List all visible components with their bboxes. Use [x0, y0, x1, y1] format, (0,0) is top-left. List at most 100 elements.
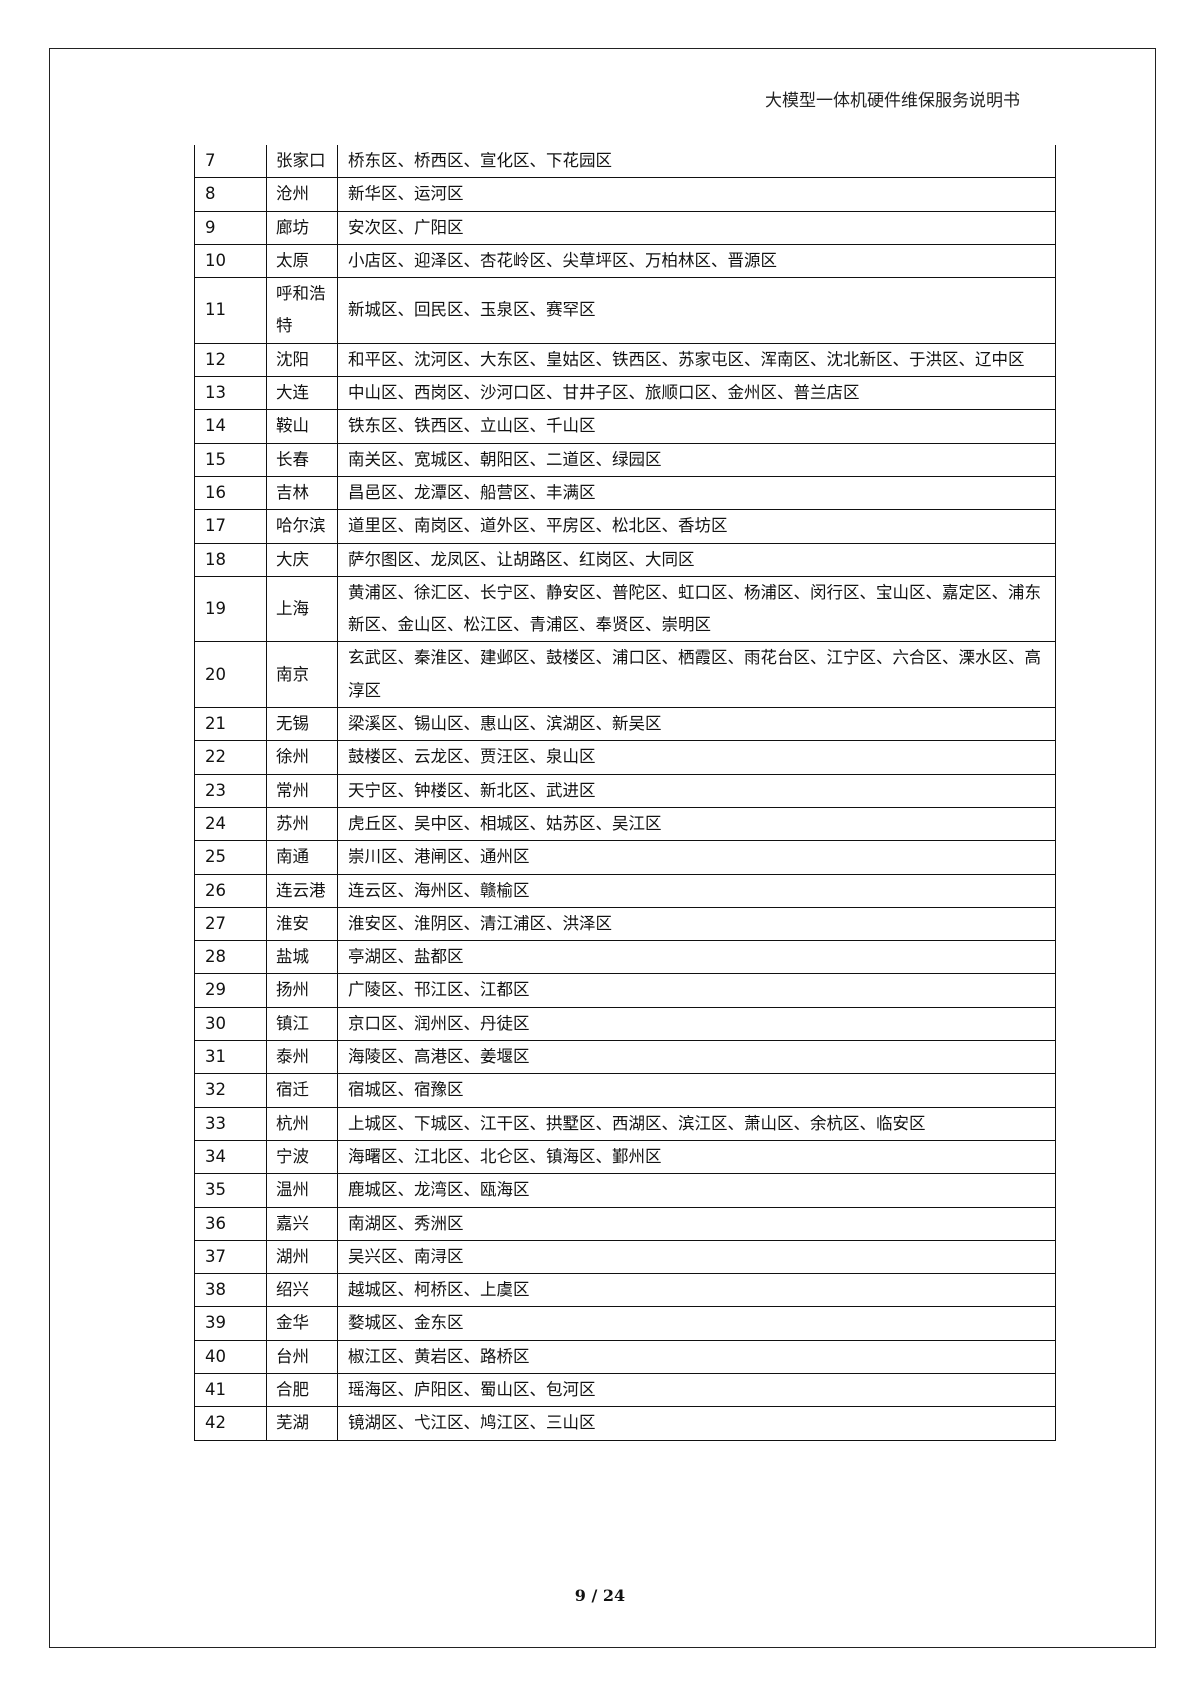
row-number: 29	[194, 973, 267, 1008]
city-name: 大庆	[266, 542, 338, 577]
district-list: 镜湖区、弋江区、鸠江区、三山区	[337, 1406, 1056, 1441]
district-list: 黄浦区、徐汇区、长宁区、静安区、普陀区、虹口区、杨浦区、闵行区、宝山区、嘉定区、…	[337, 575, 1056, 643]
district-list: 玄武区、秦淮区、建邺区、鼓楼区、浦口区、栖霞区、雨花台区、江宁区、六合区、溧水区…	[337, 641, 1056, 709]
city-name: 金华	[266, 1306, 338, 1341]
city-name: 盐城	[266, 940, 338, 975]
row-number: 8	[194, 177, 267, 212]
district-list: 海陵区、高港区、姜堰区	[337, 1040, 1056, 1075]
table-row: 11 呼和浩特 新城区、回民区、玉泉区、赛罕区	[194, 277, 1056, 344]
district-list: 昌邑区、龙潭区、船营区、丰满区	[337, 475, 1056, 511]
table-row: 42 芜湖 镜湖区、弋江区、鸠江区、三山区	[194, 1406, 1056, 1441]
table-row: 35 温州 鹿城区、龙湾区、瓯海区	[194, 1173, 1056, 1208]
table-row: 28 盐城 亭湖区、盐都区	[194, 940, 1056, 975]
district-list: 广陵区、邗江区、江都区	[337, 973, 1056, 1008]
page-border	[49, 48, 1156, 1648]
row-number: 38	[194, 1273, 267, 1308]
row-number: 33	[194, 1106, 267, 1141]
table-row: 34 宁波 海曙区、江北区、北仑区、镇海区、鄞州区	[194, 1139, 1056, 1175]
city-name: 南京	[266, 641, 338, 709]
service-area-table: 7 张家口 桥东区、桥西区、宣化区、下花园区 8 沧州 新华区、运河区 9 廊坊 安次区、广阳区…	[194, 145, 1056, 1441]
row-number: 30	[194, 1006, 267, 1042]
table-row: 31 泰州 海陵区、高港区、姜堰区	[194, 1040, 1056, 1075]
table-row: 18 大庆 萨尔图区、龙凤区、让胡路区、红岗区、大同区	[194, 542, 1056, 577]
row-number: 42	[194, 1406, 267, 1441]
row-number: 34	[194, 1139, 267, 1175]
row-number: 13	[194, 376, 267, 411]
page-number: 9 / 24	[574, 1586, 626, 1605]
city-name: 温州	[266, 1173, 338, 1208]
district-list: 宿城区、宿豫区	[337, 1073, 1056, 1108]
row-number: 21	[194, 707, 267, 742]
city-name: 呼和浩特	[266, 277, 338, 344]
city-name: 嘉兴	[266, 1206, 338, 1241]
row-number: 24	[194, 806, 267, 842]
table-row: 22 徐州 鼓楼区、云龙区、贾汪区、泉山区	[194, 740, 1056, 775]
district-list: 京口区、润州区、丹徒区	[337, 1006, 1056, 1042]
city-name: 鞍山	[266, 409, 338, 444]
city-name: 常州	[266, 773, 338, 808]
table-row: 36 嘉兴 南湖区、秀洲区	[194, 1206, 1056, 1241]
city-name: 泰州	[266, 1040, 338, 1075]
row-number: 14	[194, 409, 267, 444]
district-list: 中山区、西岗区、沙河口区、甘井子区、旅顺口区、金州区、普兰店区	[337, 376, 1056, 411]
table-row: 20 南京 玄武区、秦淮区、建邺区、鼓楼区、浦口区、栖霞区、雨花台区、江宁区、六合区…	[194, 641, 1056, 709]
city-name: 合肥	[266, 1372, 338, 1408]
row-number: 31	[194, 1040, 267, 1075]
row-number: 18	[194, 542, 267, 577]
table-row: 21 无锡 梁溪区、锡山区、惠山区、滨湖区、新吴区	[194, 707, 1056, 742]
district-list: 安次区、广阳区	[337, 210, 1056, 245]
city-name: 苏州	[266, 806, 338, 842]
city-name: 大连	[266, 376, 338, 411]
district-list: 天宁区、钟楼区、新北区、武进区	[337, 773, 1056, 808]
row-number: 9	[194, 210, 267, 245]
table-row: 16 吉林 昌邑区、龙潭区、船营区、丰满区	[194, 475, 1056, 511]
district-list: 海曙区、江北区、北仑区、镇海区、鄞州区	[337, 1139, 1056, 1175]
city-name: 太原	[266, 243, 338, 279]
table-row: 7 张家口 桥东区、桥西区、宣化区、下花园区	[194, 145, 1056, 179]
city-name: 沈阳	[266, 342, 338, 378]
district-list: 亭湖区、盐都区	[337, 940, 1056, 975]
table-row: 27 淮安 淮安区、淮阴区、清江浦区、洪泽区	[194, 906, 1056, 942]
city-name: 张家口	[266, 145, 338, 179]
city-name: 徐州	[266, 740, 338, 775]
district-list: 萨尔图区、龙凤区、让胡路区、红岗区、大同区	[337, 542, 1056, 577]
district-list: 吴兴区、南浔区	[337, 1239, 1056, 1275]
row-number: 16	[194, 475, 267, 511]
district-list: 虎丘区、吴中区、相城区、姑苏区、吴江区	[337, 806, 1056, 842]
city-name: 沧州	[266, 177, 338, 212]
table-row: 33 杭州 上城区、下城区、江干区、拱墅区、西湖区、滨江区、萧山区、余杭区、临安区	[194, 1106, 1056, 1141]
table-row: 41 合肥 瑶海区、庐阳区、蜀山区、包河区	[194, 1372, 1056, 1408]
table-row: 12 沈阳 和平区、沈河区、大东区、皇姑区、铁西区、苏家屯区、浑南区、沈北新区、于洪…	[194, 342, 1056, 378]
district-list: 瑶海区、庐阳区、蜀山区、包河区	[337, 1372, 1056, 1408]
city-name: 台州	[266, 1339, 338, 1374]
city-name: 吉林	[266, 475, 338, 511]
district-list: 上城区、下城区、江干区、拱墅区、西湖区、滨江区、萧山区、余杭区、临安区	[337, 1106, 1056, 1141]
city-name: 湖州	[266, 1239, 338, 1275]
city-name: 淮安	[266, 906, 338, 942]
table-row: 29 扬州 广陵区、邗江区、江都区	[194, 973, 1056, 1008]
district-list: 铁东区、铁西区、立山区、千山区	[337, 409, 1056, 444]
table-row: 30 镇江 京口区、润州区、丹徒区	[194, 1006, 1056, 1042]
row-number: 41	[194, 1372, 267, 1408]
city-name: 绍兴	[266, 1273, 338, 1308]
row-number: 20	[194, 641, 267, 709]
table-row: 15 长春 南关区、宽城区、朝阳区、二道区、绿园区	[194, 442, 1056, 477]
city-name: 芜湖	[266, 1406, 338, 1441]
city-name: 连云港	[266, 873, 338, 908]
district-list: 小店区、迎泽区、杏花岭区、尖草坪区、万柏林区、晋源区	[337, 243, 1056, 279]
row-number: 11	[194, 277, 267, 344]
row-number: 39	[194, 1306, 267, 1341]
district-list: 鹿城区、龙湾区、瓯海区	[337, 1173, 1056, 1208]
row-number: 35	[194, 1173, 267, 1208]
city-name: 上海	[266, 575, 338, 643]
table-row: 8 沧州 新华区、运河区	[194, 177, 1056, 212]
district-list: 桥东区、桥西区、宣化区、下花园区	[337, 145, 1056, 179]
table-row: 37 湖州 吴兴区、南浔区	[194, 1239, 1056, 1275]
table-row: 9 廊坊 安次区、广阳区	[194, 210, 1056, 245]
row-number: 22	[194, 740, 267, 775]
city-name: 无锡	[266, 707, 338, 742]
row-number: 32	[194, 1073, 267, 1108]
district-list: 鼓楼区、云龙区、贾汪区、泉山区	[337, 740, 1056, 775]
table-row: 19 上海 黄浦区、徐汇区、长宁区、静安区、普陀区、虹口区、杨浦区、闵行区、宝山区、…	[194, 575, 1056, 643]
table-row: 32 宿迁 宿城区、宿豫区	[194, 1073, 1056, 1108]
